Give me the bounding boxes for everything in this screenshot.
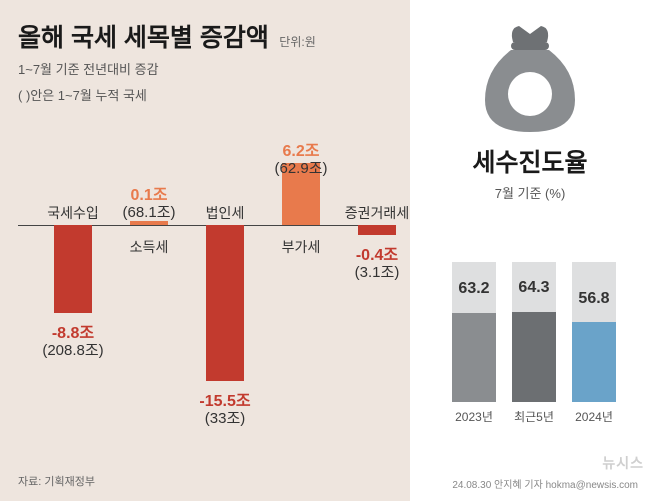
bar-cumulative: (68.1조) <box>123 201 176 222</box>
mini-bar-value: 64.3 <box>518 279 549 297</box>
bar-cumulative: (208.8조) <box>42 339 103 360</box>
money-bag-icon <box>475 20 585 135</box>
right-panel: 세수진도율 7월 기준 (%) 63.22023년64.3최근5년56.8202… <box>410 0 650 501</box>
unit-label: 단위:원 <box>279 35 315 49</box>
mini-bar-group: 56.82024년 <box>567 262 621 402</box>
mini-bar-label: 최근5년 <box>514 408 554 425</box>
mini-bar-fg <box>452 313 496 402</box>
category-label: 증권거래세 <box>345 203 409 223</box>
category-label: 법인세 <box>206 203 245 223</box>
diverging-chart: 국세수입-8.8조(208.8조) 소득세0.1조(68.1조) 법인세-15.5조… <box>18 145 396 415</box>
mini-bar-fg <box>512 312 556 402</box>
credit-line: 24.08.30 안지혜 기자 hokma@newsis.com <box>452 476 638 491</box>
bar-cumulative: (3.1조) <box>355 261 400 282</box>
chart-bar <box>358 225 396 235</box>
chart-bar <box>206 225 244 381</box>
right-title: 세수진도율 <box>425 143 635 179</box>
bar-group: 부가세6.2조(62.9조) <box>282 145 320 415</box>
mini-bar-group: 64.3최근5년 <box>507 262 561 402</box>
category-label: 부가세 <box>282 237 321 257</box>
bar-group: 증권거래세-0.4조(3.1조) <box>358 145 396 415</box>
watermark: 뉴시스 <box>602 453 644 473</box>
left-panel: 올해 국세 세목별 증감액 단위:원 1~7월 기준 전년대비 증감 ( )안은… <box>0 0 410 501</box>
right-subtitle: 7월 기준 (%) <box>425 183 635 202</box>
bar-group: 소득세0.1조(68.1조) <box>130 145 168 415</box>
category-label: 소득세 <box>130 237 169 257</box>
bar-group: 법인세-15.5조(33조) <box>206 145 244 415</box>
subtitle-1: 1~7월 기준 전년대비 증감 <box>18 60 396 80</box>
mini-bar-label: 2023년 <box>455 408 493 425</box>
mini-bar-group: 63.22023년 <box>447 262 501 402</box>
mini-bar-label: 2024년 <box>575 408 613 425</box>
bar-cumulative: (62.9조) <box>275 157 328 178</box>
mini-bar-value: 56.8 <box>578 290 609 308</box>
source-label: 자료: 기획재정부 <box>18 473 95 489</box>
progress-chart: 63.22023년64.3최근5년56.82024년 <box>425 242 635 422</box>
mini-bar-value: 63.2 <box>458 280 489 298</box>
chart-bar <box>54 225 92 313</box>
title-row: 올해 국세 세목별 증감액 단위:원 <box>18 18 396 54</box>
bar-group: 국세수입-8.8조(208.8조) <box>54 145 92 415</box>
mini-bar-fg <box>572 322 616 402</box>
category-label: 국세수입 <box>47 203 99 223</box>
bar-cumulative: (33조) <box>205 407 245 428</box>
subtitle-2: ( )안은 1~7월 누적 국세 <box>18 86 396 106</box>
main-title: 올해 국세 세목별 증감액 <box>18 24 269 52</box>
